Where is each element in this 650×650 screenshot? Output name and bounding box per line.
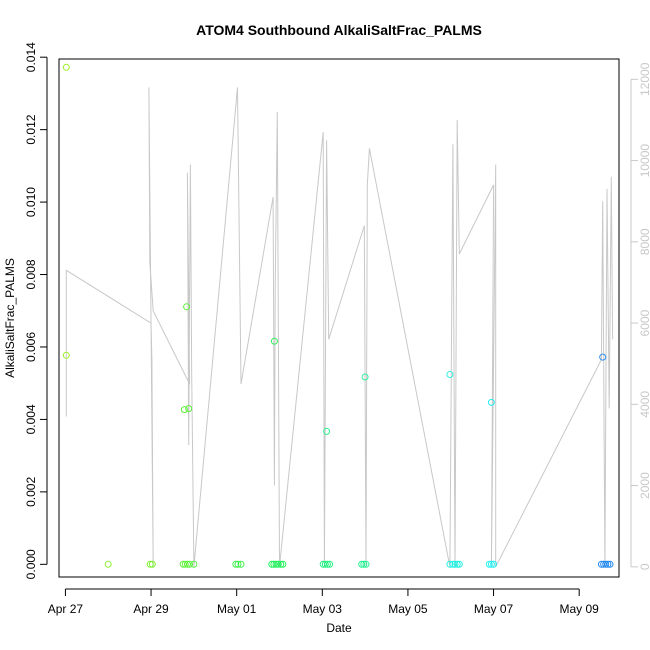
data-point xyxy=(485,560,493,568)
data-point xyxy=(274,560,282,568)
x-tick-label: Apr 27 xyxy=(48,602,84,616)
right-tick-label: 4000 xyxy=(638,391,650,418)
data-point xyxy=(270,560,278,568)
data-point xyxy=(361,373,369,381)
data-point xyxy=(104,560,112,568)
data-point-group xyxy=(62,63,614,568)
data-point xyxy=(453,560,461,568)
chart-title: ATOM4 Southbound AlkaliSaltFrac_PALMS xyxy=(196,22,482,38)
right-axis: 0 2000 4000 6000 8000 10000 12000 xyxy=(630,62,650,570)
data-point xyxy=(326,560,334,568)
right-tick-label: 8000 xyxy=(638,228,650,255)
x-tick-label: May 03 xyxy=(303,602,343,616)
y-tick-label: 0.000 xyxy=(24,549,38,579)
y-tick-label: 0.002 xyxy=(24,477,38,507)
data-point xyxy=(237,560,245,568)
data-point xyxy=(279,560,287,568)
data-point xyxy=(148,560,156,568)
y-tick-label: 0.008 xyxy=(24,259,38,289)
data-point xyxy=(181,560,189,568)
data-point xyxy=(358,560,366,568)
x-tick-label: May 01 xyxy=(217,602,257,616)
data-point xyxy=(185,405,193,413)
data-point xyxy=(360,560,368,568)
x-tick-label: May 09 xyxy=(560,602,600,616)
data-point xyxy=(446,560,454,568)
data-point xyxy=(186,560,194,568)
x-axis: Apr 27 Apr 29 May 01 May 03 May 05 May 07 May … xyxy=(48,588,600,616)
data-point xyxy=(606,560,614,568)
data-point xyxy=(604,560,612,568)
data-point xyxy=(277,560,285,568)
data-point xyxy=(232,560,240,568)
y-tick-label: 0.004 xyxy=(24,404,38,434)
y-tick-label: 0.010 xyxy=(24,187,38,217)
plot-frame xyxy=(58,58,620,578)
data-point xyxy=(270,337,278,345)
data-point xyxy=(321,560,329,568)
y-axis: 0.000 0.002 0.004 0.006 0.008 0.010 0.012 0.014 xyxy=(24,42,48,579)
y-tick-label: 0.006 xyxy=(24,332,38,362)
right-tick-label: 6000 xyxy=(638,309,650,336)
y-axis-label: AlkaliSaltFrac_PALMS xyxy=(3,258,17,378)
data-point xyxy=(487,560,495,568)
x-tick-label: May 07 xyxy=(474,602,514,616)
data-point xyxy=(487,398,495,406)
data-point xyxy=(323,427,331,435)
data-point xyxy=(323,560,331,568)
right-tick-label: 12000 xyxy=(638,62,650,96)
right-tick-label: 10000 xyxy=(638,144,650,178)
data-point xyxy=(146,560,154,568)
data-point xyxy=(183,303,191,311)
data-point xyxy=(190,560,198,568)
data-point xyxy=(234,560,242,568)
data-point xyxy=(62,351,70,359)
right-tick-label: 2000 xyxy=(638,472,650,499)
data-point xyxy=(490,560,498,568)
data-point xyxy=(180,406,188,414)
x-axis-label: Date xyxy=(326,621,352,635)
x-tick-label: Apr 29 xyxy=(133,602,169,616)
data-point xyxy=(62,63,70,71)
x-tick-label: May 05 xyxy=(388,602,428,616)
right-tick-label: 0 xyxy=(638,563,650,570)
data-point xyxy=(272,560,280,568)
data-point xyxy=(451,560,459,568)
data-point xyxy=(602,560,610,568)
y-tick-label: 0.012 xyxy=(24,114,38,144)
data-point xyxy=(362,560,370,568)
data-point xyxy=(455,560,463,568)
y-tick-label: 0.014 xyxy=(24,42,38,72)
data-point xyxy=(599,353,607,361)
data-point xyxy=(446,371,454,378)
